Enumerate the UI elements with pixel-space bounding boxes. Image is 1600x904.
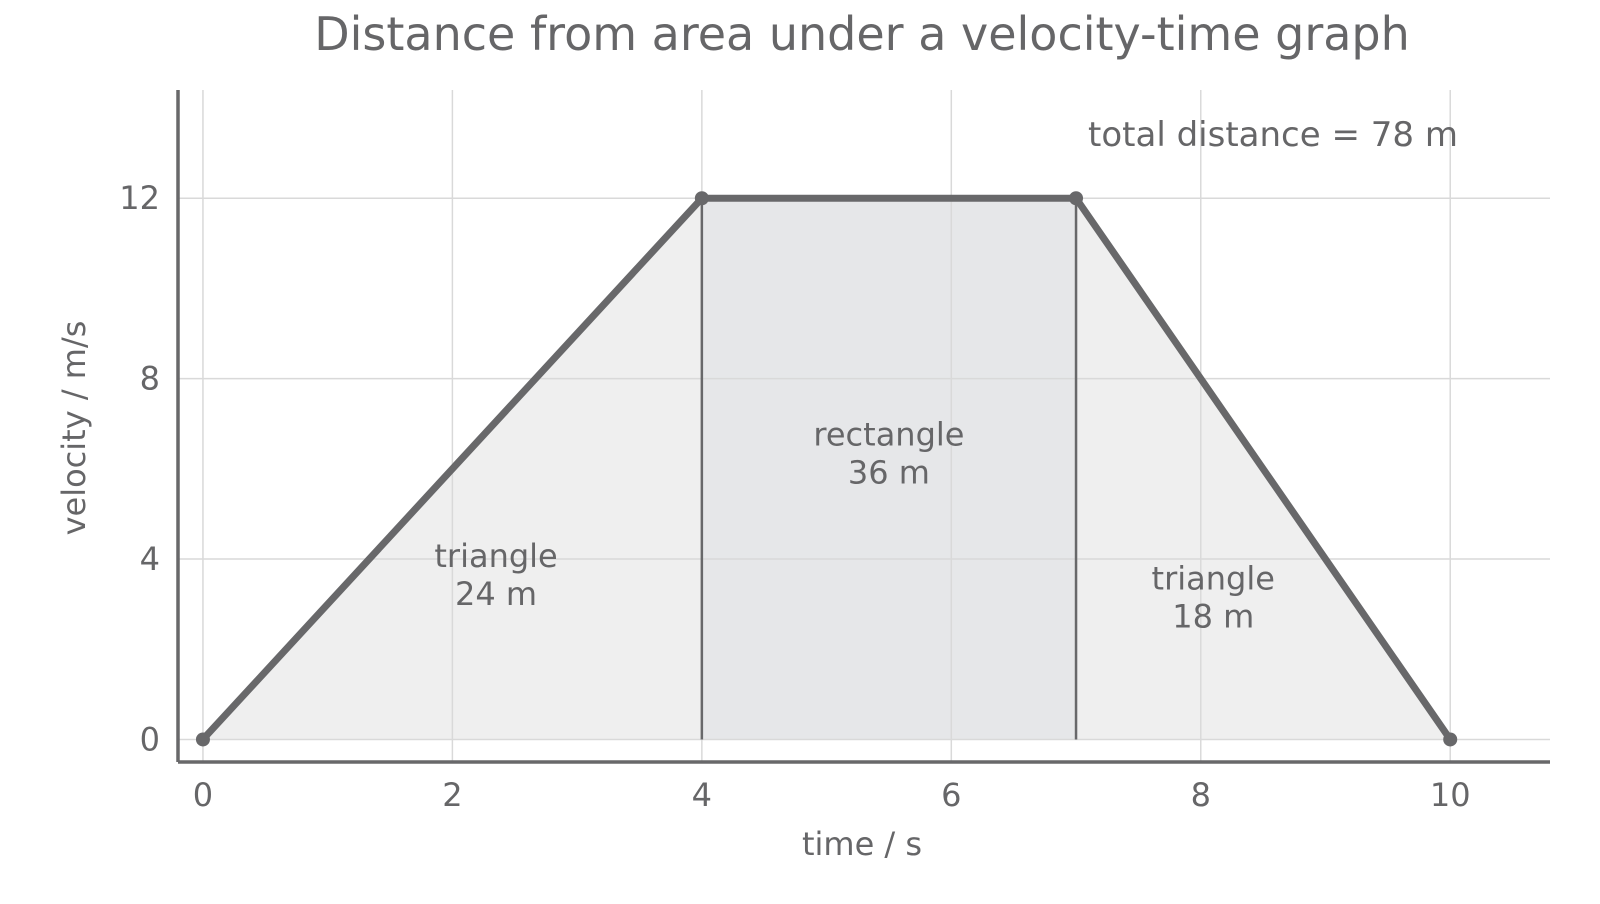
y-tick-label: 0 [140,720,160,758]
region-label-value: 36 m [848,453,930,491]
data-points [195,191,1458,747]
y-tick-label: 8 [140,360,160,398]
x-tick-label: 6 [941,776,961,814]
x-tick-label: 10 [1430,776,1471,814]
region-label-name: rectangle [813,415,964,453]
total-distance-annotation: total distance = 78 m [1088,115,1458,155]
chart-title: Distance from area under a velocity-time… [314,7,1410,61]
x-tick-label: 8 [1191,776,1211,814]
data-point [195,732,210,747]
y-tick-label: 4 [140,540,160,578]
x-axis-label: time / s [802,825,922,863]
tick-labels: 0 2 4 6 8 10 0 4 8 12 [119,179,1470,814]
region-label-name: triangle [1152,560,1275,598]
data-point [1069,191,1084,206]
x-tick-label: 2 [442,776,462,814]
region-label-value: 18 m [1172,598,1254,636]
velocity-line [199,194,1454,743]
region-label-name: triangle [434,537,557,575]
region-rectangle-1 [701,198,1076,740]
y-tick-label: 12 [119,179,160,217]
region-dividers [700,198,1078,740]
x-tick-label: 0 [193,776,213,814]
x-tick-label: 4 [692,776,712,814]
axes [176,90,1550,764]
data-point [694,191,709,206]
y-axis-label: velocity / m/s [55,321,93,536]
region-label-value: 24 m [455,575,537,613]
data-point [1443,732,1458,747]
velocity-series-line [199,194,1454,743]
